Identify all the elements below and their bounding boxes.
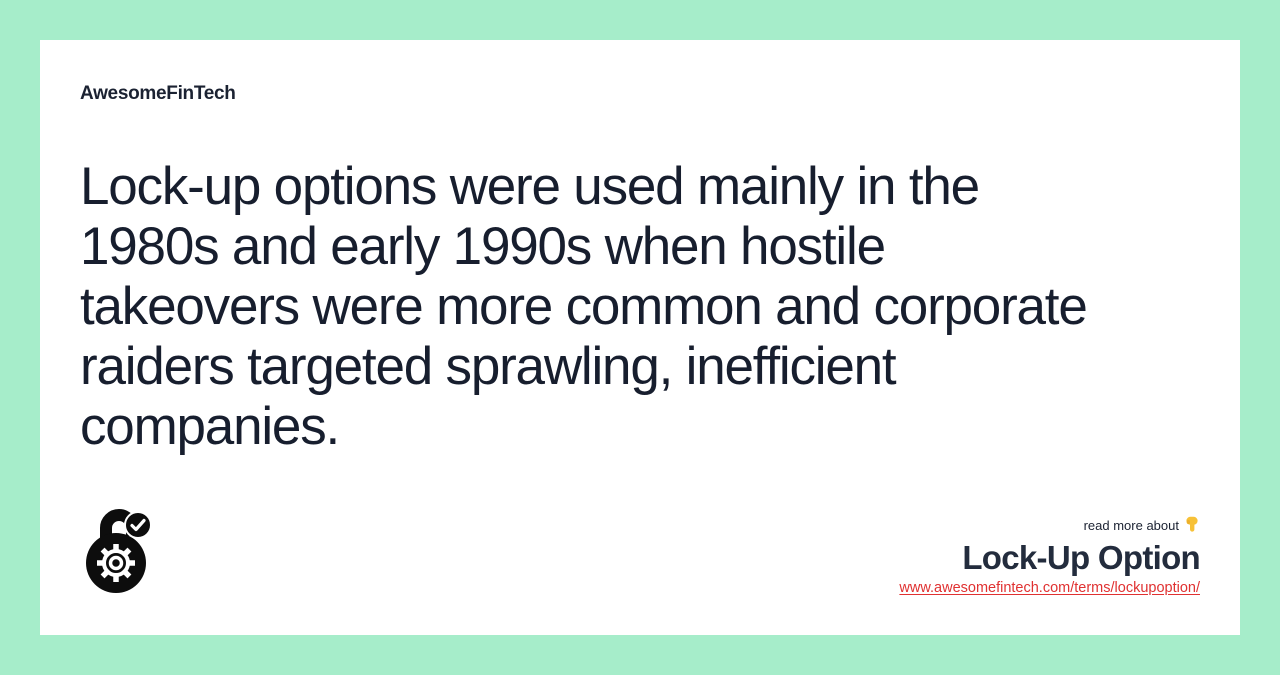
read-more-label: read more about bbox=[1083, 518, 1179, 533]
padlock-gear-check-icon bbox=[86, 502, 152, 599]
term-url-link[interactable]: www.awesomefintech.com/terms/lockupoptio… bbox=[899, 580, 1200, 596]
quote-card: AwesomeFinTech Lock-up options were used… bbox=[40, 40, 1240, 635]
quote-line: Lock-up options were used mainly in the bbox=[80, 157, 980, 216]
term-title: Lock-Up Option bbox=[962, 539, 1200, 576]
pointing-down-emoji-icon bbox=[1184, 516, 1200, 535]
quote-paragraph: Lock-up options were used mainly in the … bbox=[80, 157, 1202, 457]
footer: read more about Lock-Up Option www.aweso… bbox=[80, 502, 1201, 599]
quote-line: raiders targeted sprawling, inefficient bbox=[80, 337, 897, 396]
quote-line: takeovers were more common and corporate bbox=[80, 277, 1088, 336]
brand-logo-text: AwesomeFinTech bbox=[80, 83, 236, 104]
term-block: read more about Lock-Up Option www.aweso… bbox=[899, 516, 1201, 597]
quote-line: 1980s and early 1990s when hostile bbox=[80, 217, 886, 276]
quote-line: companies. bbox=[80, 397, 340, 456]
read-more-row: read more about bbox=[899, 516, 1200, 535]
